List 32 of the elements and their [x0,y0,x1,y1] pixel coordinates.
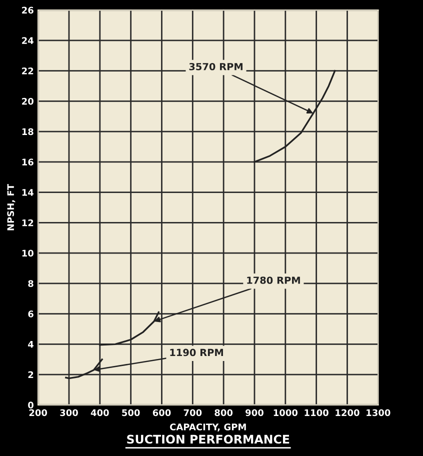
text: 1190 RPM [170,348,223,356]
x-tick-label: 1300 [366,409,390,416]
x-tick-label: 800 [214,409,233,416]
y-tick-label: 16 [22,158,34,166]
x-tick-label: 900 [246,409,264,416]
y-tick-label: 6 [28,310,34,318]
x-tick-label: 1000 [274,409,298,416]
x-tick-label: 200 [29,409,48,416]
y-tick-label: 14 [22,189,34,196]
text: 1780 RPM [247,276,300,284]
y-tick-label: 24 [22,37,34,44]
y-tick-label: 8 [28,280,34,287]
text: SUCTION PERFORMANCE [127,434,290,444]
y-tick-label: 4 [28,341,34,348]
y-tick-label: 20 [22,98,34,105]
y-tick-label: 0 [28,402,34,408]
y-tick-label: 18 [22,128,34,136]
y-tick-label: 26 [22,6,34,14]
x-tick-label: 500 [122,409,140,416]
x-axis-title: CAPACITY, GPM [170,424,246,432]
x-tick-label: 400 [90,409,109,416]
y-tick-label: 22 [22,68,34,74]
y-tick-label: 12 [22,219,34,226]
x-tick-label: 700 [184,409,202,416]
y-axis-title: NPSH, FT [7,184,16,230]
y-tick-label: 2 [28,371,34,378]
text: 3570 RPM [189,62,242,70]
x-tick-label: 1200 [336,409,360,416]
x-tick-label: 600 [152,409,171,416]
x-tick-label: 1100 [304,409,328,416]
y-tick-label: 10 [22,250,34,257]
x-tick-label: 300 [60,409,78,416]
